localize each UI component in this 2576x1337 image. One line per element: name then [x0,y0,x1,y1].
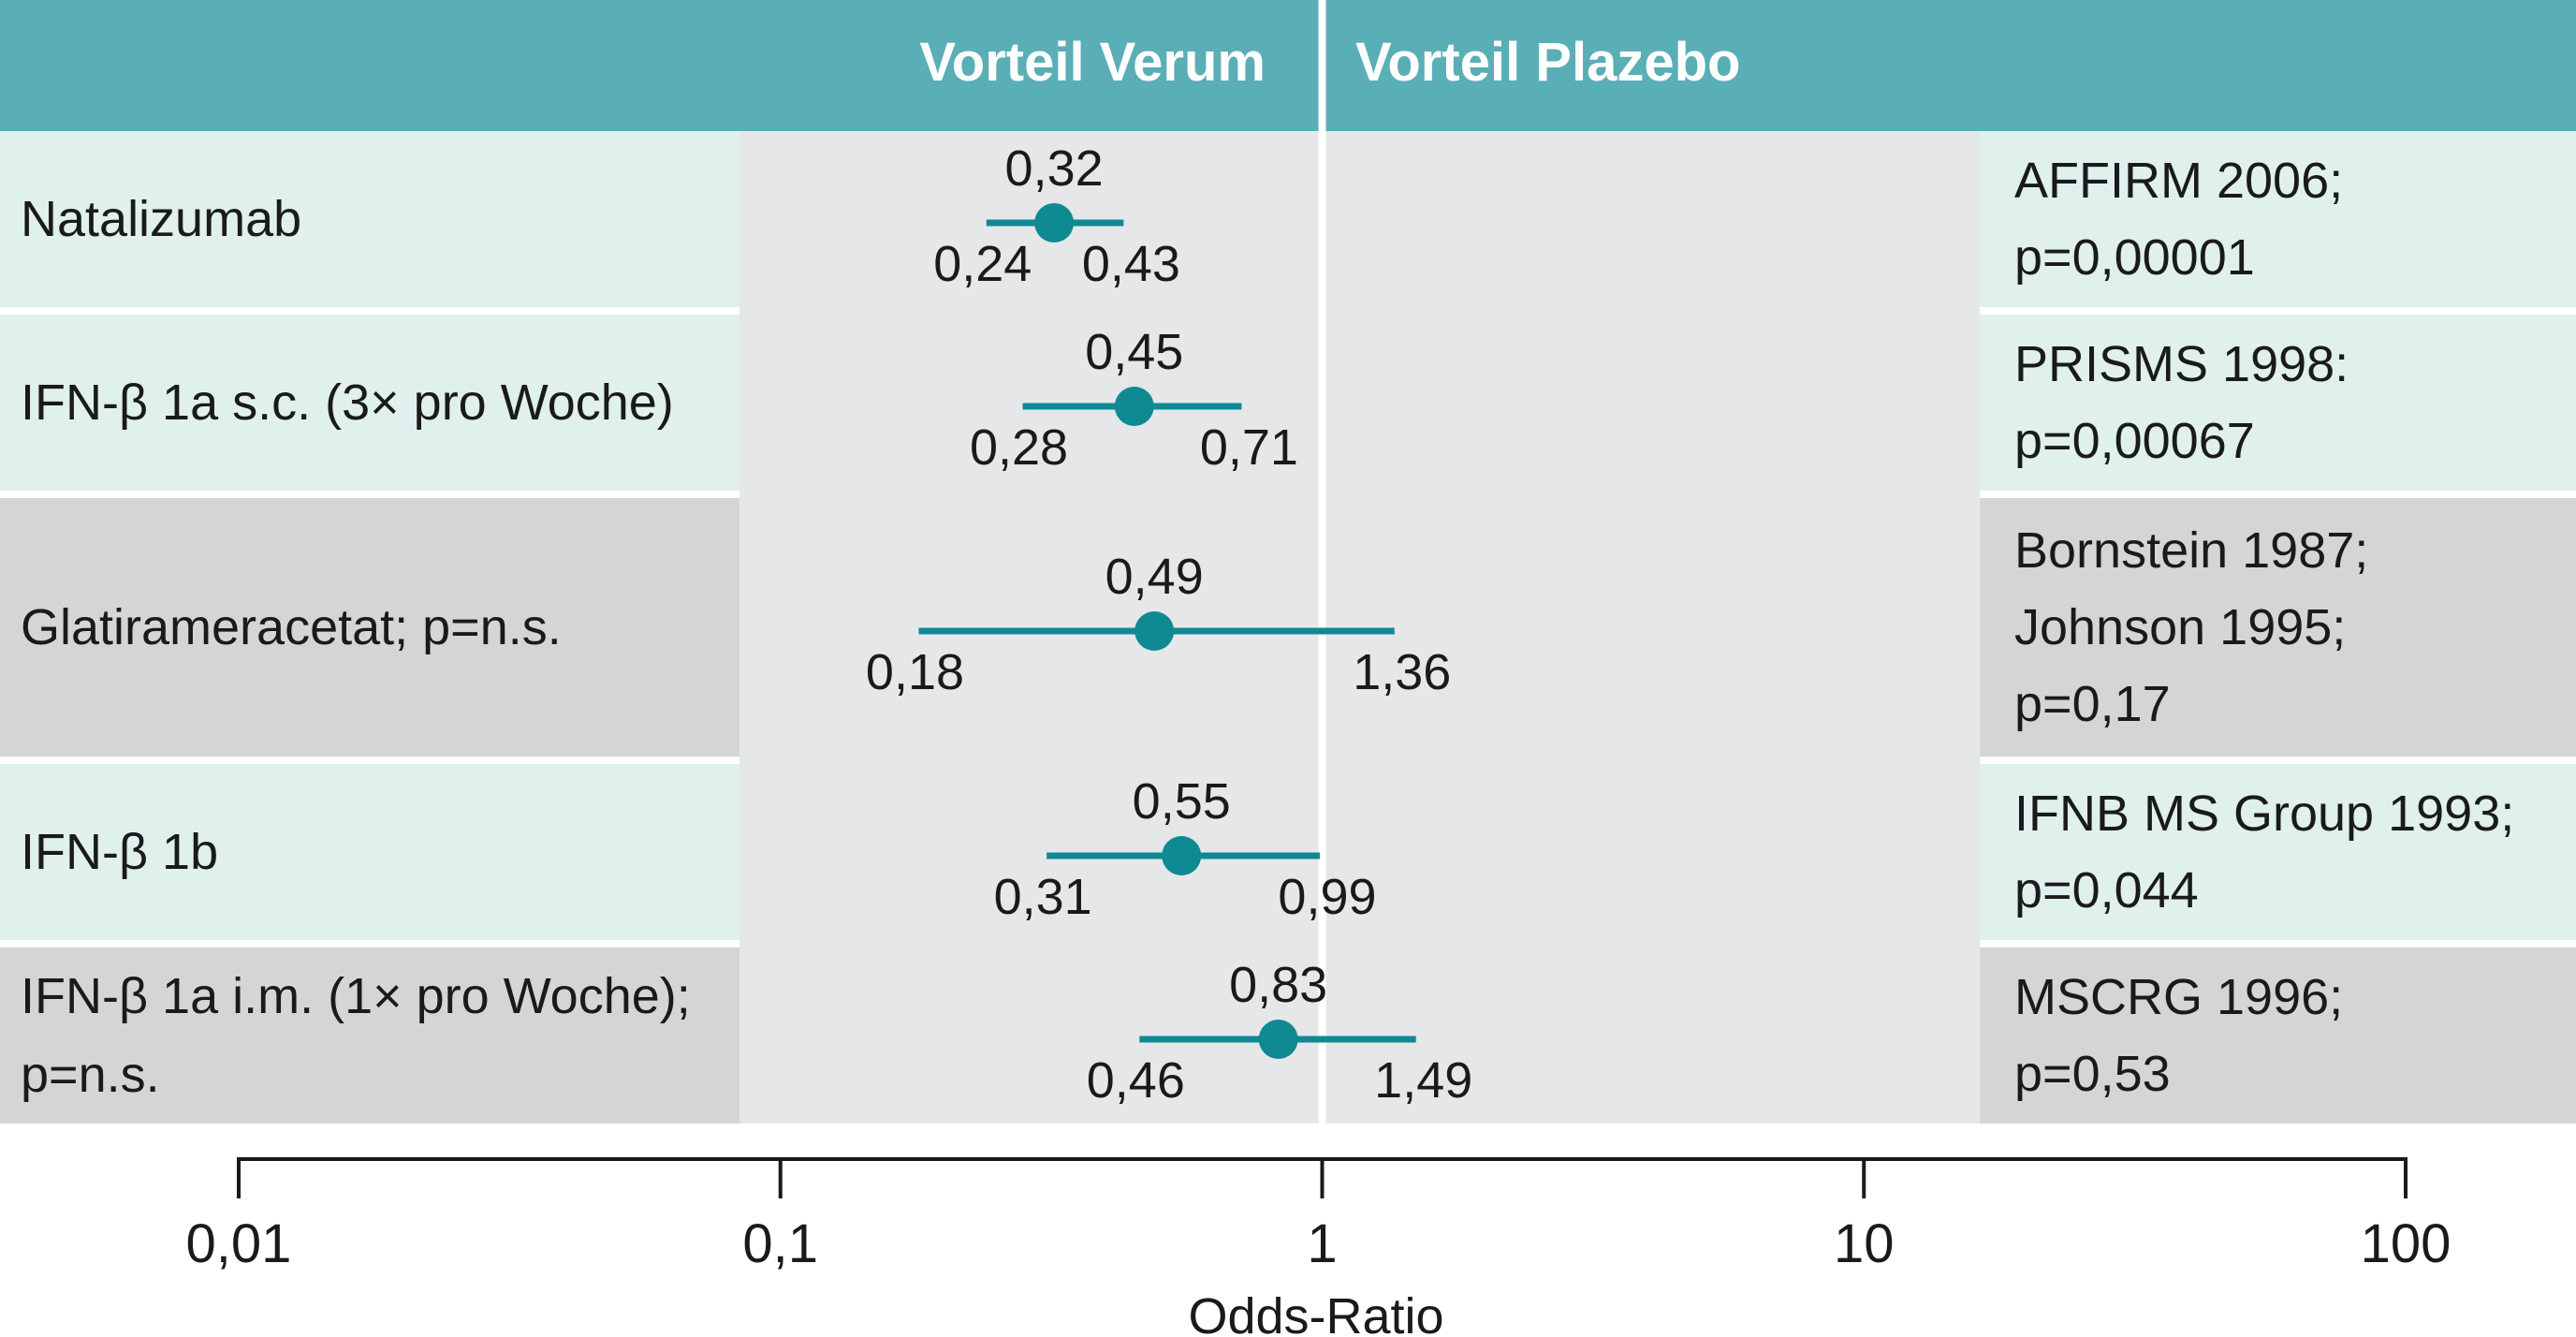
treatment-label: IFN-β 1b [21,824,218,880]
treatment-label: Glatirameracetat; p=n.s. [21,599,562,655]
ci-lower-label: 0,46 [1087,1052,1185,1109]
forest-row: Glatirameracetat; p=n.s. Bornstein 1987; J… [0,498,2576,757]
study-reference: PRISMS 1998: [2014,336,2349,392]
ci-upper-label: 1,49 [1374,1052,1472,1109]
estimate-mark: 0,83 0,46 1,49 [1087,957,1473,1109]
study-reference: Bornstein 1987; [2014,522,2368,579]
x-axis-tick-label: 10 [1834,1213,1895,1274]
x-axis-tick-label: 0,1 [742,1213,818,1274]
rows-layer: Natalizumab AFFIRM 2006; p=0,00001 IFN-β 1a… [0,131,2576,1124]
odds-ratio-label: 0,55 [1133,773,1231,830]
treatment-label: IFN-β 1a i.m. (1× pro Woche); [21,968,691,1024]
ci-lower-label: 0,31 [994,869,1092,925]
odds-ratio-label: 0,45 [1085,324,1183,380]
ci-upper-label: 0,71 [1200,419,1298,476]
odds-ratio-label: 0,83 [1229,957,1327,1013]
odds-ratio-point [1134,611,1175,651]
ci-upper-label: 1,36 [1353,644,1451,700]
study-reference: p=0,53 [2014,1046,2171,1102]
odds-ratio-label: 0,32 [1005,140,1104,197]
x-axis-tick-label: 0,01 [186,1213,292,1274]
x-axis-label: Odds-Ratio [1188,1288,1443,1337]
row-study-cell [1980,315,2576,491]
study-reference: p=0,00067 [2014,413,2255,469]
header-bar [0,0,2576,131]
row-label-cell [0,315,739,491]
row-study-cell [1980,764,2576,940]
treatment-label: p=n.s. [21,1047,160,1103]
plot-area-background [739,131,1980,1124]
row-label-cell [0,131,739,307]
row-label-cell [0,498,739,757]
estimate-mark: 0,55 0,31 0,99 [994,773,1377,925]
study-reference: AFFIRM 2006; [2014,153,2343,209]
x-axis-tick-label: 100 [2361,1213,2452,1274]
ci-lower-label: 0,28 [970,419,1068,476]
row-study-cell [1980,131,2576,307]
forest-row: IFN-β 1a s.c. (3× pro Woche) PRISMS 1998:… [0,315,2576,491]
row-study-cell [1980,498,2576,757]
ci-upper-label: 0,43 [1082,236,1180,292]
odds-ratio-label: 0,49 [1105,549,1204,605]
estimate-mark: 0,45 0,28 0,71 [970,324,1298,476]
forest-row: IFN-β 1a i.m. (1× pro Woche); p=n.s. MSCRG… [0,948,2576,1124]
odds-ratio-point [1258,1020,1298,1059]
estimate-mark: 0,49 0,18 1,36 [866,549,1451,700]
ci-lower-label: 0,24 [933,236,1032,292]
row-study-cell [1980,948,2576,1124]
marks-layer: 0,32 0,24 0,43 0,45 0,28 0,71 0,49 0,18 1,36 0,55… [866,140,1472,1109]
ci-upper-label: 0,99 [1278,869,1376,925]
row-label-cell [0,948,739,1124]
forest-row: IFN-β 1b IFNB MS Group 1993; p=0,044 [0,764,2576,940]
odds-ratio-point [1034,203,1075,242]
x-axis: 0,01 0,1 1 10 100 [186,1157,2452,1274]
treatment-label: IFN-β 1a s.c. (3× pro Woche) [21,375,674,431]
ci-lower-label: 0,18 [866,644,964,700]
odds-ratio-point [1162,836,1202,875]
study-reference: Johnson 1995; [2014,599,2346,655]
study-reference: MSCRG 1996; [2014,969,2343,1025]
treatment-label: Natalizumab [21,191,301,247]
forest-row: Natalizumab AFFIRM 2006; p=0,00001 [0,131,2576,307]
study-reference: p=0,17 [2014,676,2171,732]
header-left-label: Vorteil Verum [919,32,1266,93]
x-axis-tick-label: 1 [1307,1213,1337,1274]
study-reference: IFNB MS Group 1993; [2014,786,2514,842]
study-reference: p=0,00001 [2014,229,2255,286]
estimate-mark: 0,32 0,24 0,43 [933,140,1180,292]
row-label-cell [0,764,739,940]
study-reference: p=0,044 [2014,862,2199,918]
odds-ratio-point [1114,387,1154,426]
header-right-label: Vorteil Plazebo [1355,32,1740,93]
